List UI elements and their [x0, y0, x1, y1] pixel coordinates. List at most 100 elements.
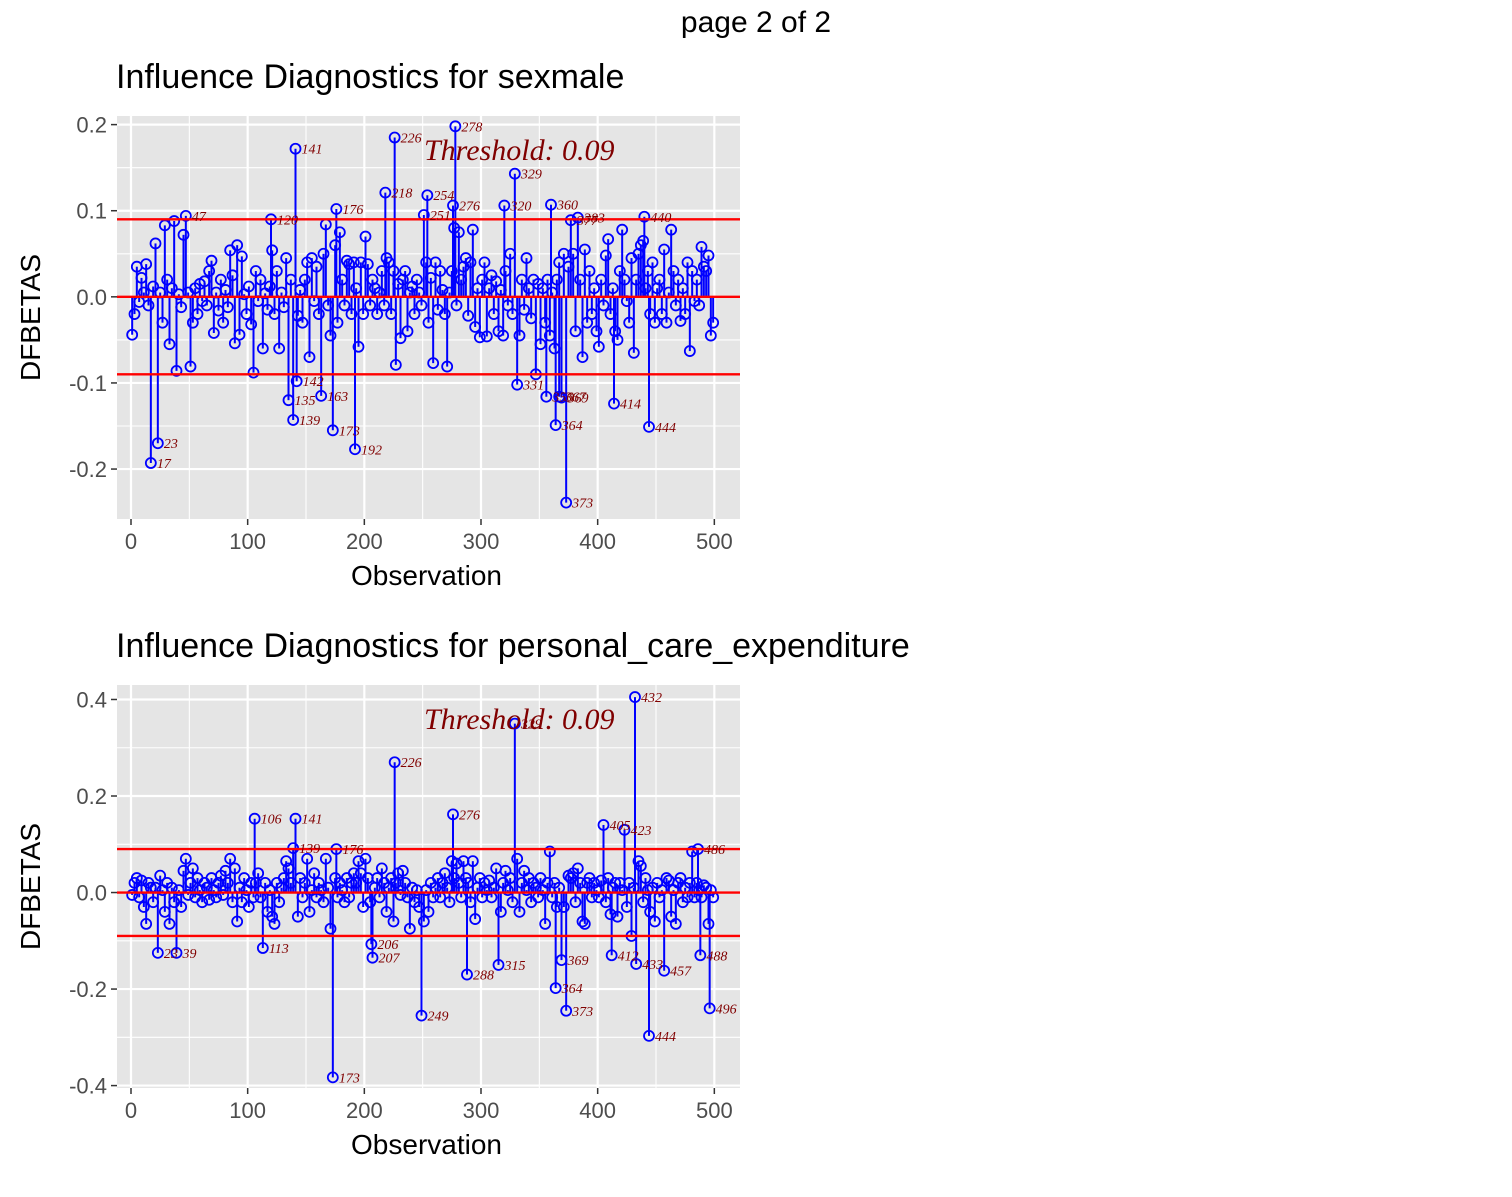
- influence-point: [380, 905, 393, 918]
- influence-point: [578, 243, 591, 256]
- influence-point: [366, 951, 379, 964]
- influence-point: [289, 142, 302, 155]
- y-tick-label: 0.4: [76, 687, 107, 712]
- influence-point: [401, 325, 414, 338]
- observation-label: 163: [327, 390, 348, 405]
- influence-point: [388, 756, 401, 769]
- influence-point: [683, 876, 696, 889]
- influence-point: [140, 918, 153, 930]
- influence-point: [623, 316, 636, 329]
- influence-point: [492, 959, 505, 971]
- influence-point: [421, 189, 434, 202]
- influence-point: [695, 240, 708, 253]
- influence-point: [170, 946, 183, 959]
- influence-point: [228, 862, 241, 875]
- observation-label: 373: [571, 497, 593, 512]
- y-tick-label: 0.2: [76, 784, 107, 809]
- influence-point: [574, 273, 587, 286]
- influence-point: [357, 308, 370, 320]
- influence-point: [638, 210, 651, 223]
- influence-point: [205, 254, 218, 267]
- observation-label: 288: [473, 969, 494, 984]
- influence-point: [324, 922, 337, 935]
- influence-point: [242, 901, 255, 913]
- influence-point: [242, 280, 255, 293]
- x-tick-label: 200: [346, 529, 383, 554]
- influence-point: [256, 342, 269, 355]
- influence-point: [616, 884, 629, 897]
- influence-point: [303, 905, 316, 918]
- dfbetas-plot-sexmale: 0 100 200 300 400 500 -0.2 -0.1 0.0 0.1 0.2 17 23 47 1…: [15, 113, 740, 591]
- observation-label: 106: [261, 813, 282, 828]
- influence-point: [525, 312, 538, 325]
- influence-point: [268, 308, 281, 320]
- influence-point: [280, 252, 293, 264]
- observation-label: 226: [401, 132, 422, 147]
- influence-point: [534, 338, 547, 351]
- influence-point: [461, 968, 473, 981]
- influence-point: [350, 876, 363, 889]
- influence-point: [375, 265, 388, 277]
- influence-point: [268, 918, 281, 930]
- observation-label: 226: [401, 756, 422, 771]
- influence-point: [128, 308, 141, 320]
- influence-point: [450, 299, 463, 312]
- influence-point: [562, 260, 575, 273]
- influence-point: [508, 717, 521, 730]
- influence-point: [247, 366, 260, 379]
- influence-point: [613, 265, 626, 277]
- influence-point: [694, 949, 707, 962]
- influence-point: [611, 333, 624, 346]
- influence-point: [665, 223, 678, 236]
- influence-point: [569, 896, 582, 909]
- influence-point: [609, 325, 622, 338]
- influence-point: [154, 869, 167, 882]
- influence-point: [226, 269, 239, 282]
- influence-point: [464, 896, 477, 909]
- influence-point: [331, 316, 344, 329]
- observation-label: 139: [299, 842, 320, 857]
- influence-point: [151, 437, 164, 450]
- influence-point: [478, 256, 491, 269]
- influence-point: [203, 893, 216, 906]
- influence-point: [388, 131, 401, 144]
- influence-point: [449, 120, 462, 133]
- observation-label: 369: [567, 392, 589, 407]
- influence-point: [576, 915, 589, 928]
- influence-point: [504, 872, 517, 884]
- observation-label: 383: [583, 212, 605, 227]
- observation-label: 444: [655, 421, 676, 436]
- influence-point: [217, 316, 230, 329]
- observation-label: 23: [164, 437, 178, 452]
- x-tick-label: 500: [696, 1098, 733, 1123]
- influence-point: [494, 284, 507, 296]
- influence-point: [560, 1004, 573, 1017]
- influence-point: [700, 265, 713, 277]
- observation-label: 206: [377, 938, 398, 953]
- influence-point: [604, 908, 617, 921]
- observation-label: 278: [461, 120, 482, 135]
- influence-point: [219, 284, 232, 296]
- influence-point: [326, 1071, 339, 1084]
- influence-point: [387, 915, 400, 928]
- influence-point: [499, 265, 512, 277]
- influence-point: [602, 233, 615, 246]
- influence-point: [179, 852, 192, 865]
- observation-label: 457: [670, 965, 692, 980]
- observation-label: 440: [650, 211, 671, 226]
- influence-point: [163, 918, 176, 930]
- influence-point: [170, 364, 183, 377]
- observation-label: 367: [564, 391, 587, 406]
- influence-point: [571, 211, 584, 224]
- observation-label: 192: [361, 443, 382, 458]
- influence-point: [618, 823, 631, 836]
- observation-label: 412: [618, 949, 639, 964]
- x-tick-label: 100: [229, 529, 266, 554]
- observation-label: 364: [561, 982, 583, 997]
- influence-point: [330, 203, 343, 215]
- influence-point: [506, 896, 519, 909]
- influence-point: [140, 258, 153, 271]
- observation-label: 414: [620, 398, 641, 413]
- influence-point: [424, 271, 437, 284]
- influence-point: [704, 884, 717, 897]
